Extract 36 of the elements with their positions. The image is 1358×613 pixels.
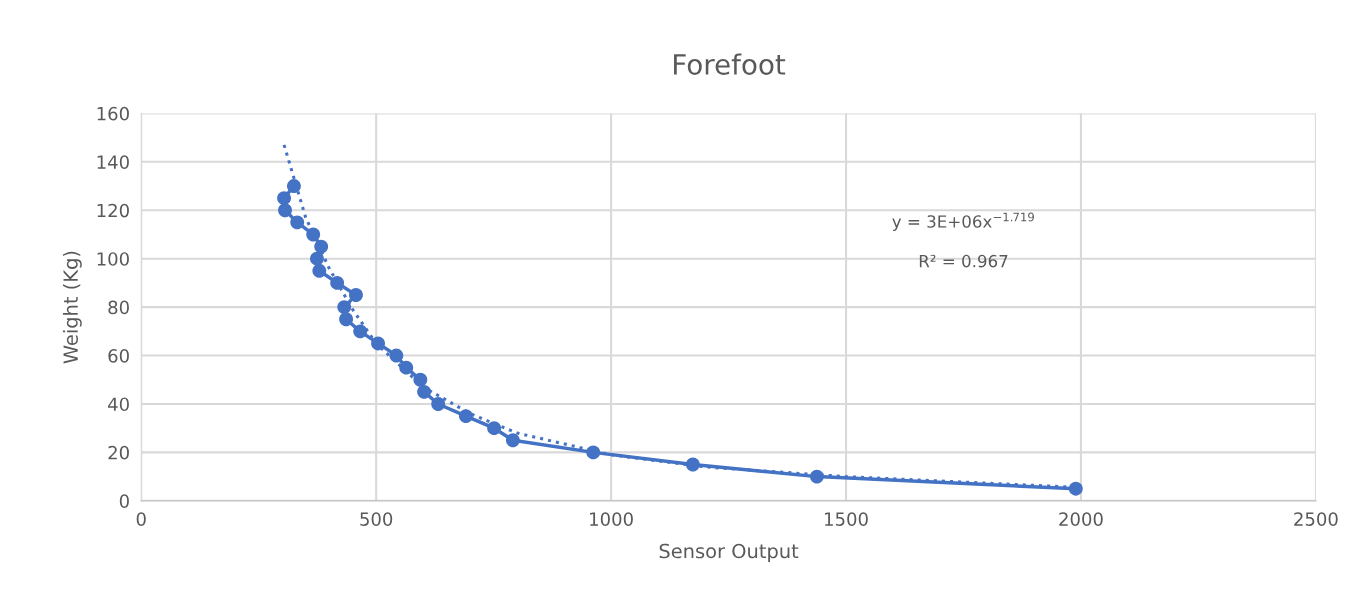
y-tick-label: 40 bbox=[108, 397, 129, 412]
y-tick-label: 100 bbox=[97, 252, 129, 266]
y-axis-title: Weight (Kg) bbox=[62, 251, 82, 364]
x-tick-label: 2500 bbox=[1294, 512, 1338, 526]
x-tick-label: 1000 bbox=[590, 512, 633, 526]
point bbox=[389, 348, 404, 363]
x-tick-label: 0 bbox=[136, 512, 146, 526]
x-axis-title: Sensor Output bbox=[659, 543, 799, 563]
point bbox=[290, 215, 305, 230]
y-tick-label: 0 bbox=[119, 494, 129, 508]
x-tick-label: 500 bbox=[360, 512, 393, 526]
point bbox=[487, 421, 502, 436]
annotation: R² = 0.967 bbox=[919, 254, 1008, 268]
point bbox=[337, 300, 352, 315]
x-tick-label: 1500 bbox=[825, 512, 868, 526]
y-tick-label: 60 bbox=[108, 349, 129, 363]
point bbox=[339, 312, 354, 327]
point bbox=[312, 263, 327, 278]
y-tick-label: 80 bbox=[108, 300, 129, 315]
point bbox=[349, 288, 363, 302]
point bbox=[330, 275, 345, 290]
chart-title: Forefoot bbox=[674, 53, 786, 75]
x-tick-label: 2000 bbox=[1059, 512, 1103, 526]
point bbox=[278, 203, 292, 218]
y-tick-label: 160 bbox=[97, 106, 129, 121]
y-tick-label: 20 bbox=[108, 445, 129, 460]
y-tick-label: 120 bbox=[97, 203, 129, 218]
point bbox=[310, 251, 324, 266]
y-tick-label: 140 bbox=[97, 155, 129, 169]
point bbox=[458, 409, 473, 424]
point bbox=[286, 179, 301, 193]
point bbox=[505, 433, 520, 448]
point bbox=[353, 324, 368, 339]
point bbox=[431, 397, 446, 411]
annotation: y = 3E+06x$^{−1.719}$ bbox=[892, 212, 1034, 232]
point bbox=[277, 191, 292, 206]
